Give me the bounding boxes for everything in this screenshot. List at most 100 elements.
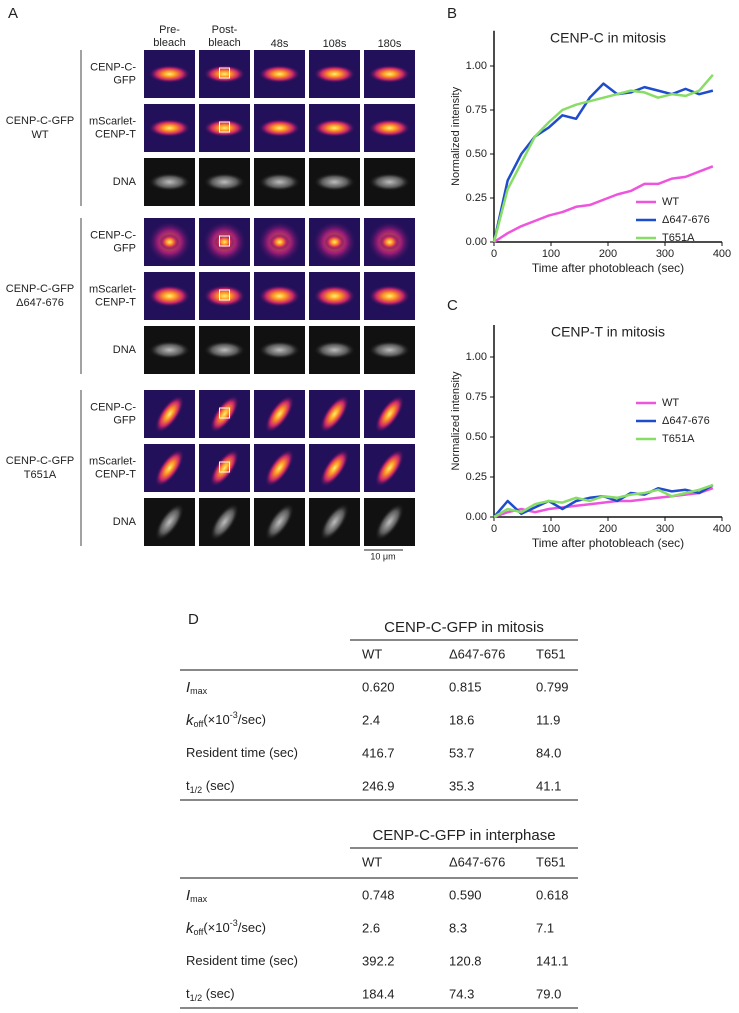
x-tick-label: 200 (599, 248, 617, 260)
series-line (493, 483, 714, 519)
label-part: t (186, 986, 190, 1001)
row-label: GFP (113, 414, 136, 426)
y-tick-label: 0.00 (466, 511, 487, 523)
legend-label: Δ647-676 (662, 214, 710, 226)
column-header: 48s (271, 38, 289, 50)
row-label: Resident time (sec) (186, 953, 298, 968)
signal (203, 173, 246, 191)
table-cell: 35.3 (449, 778, 474, 793)
row-label: CENP-T (95, 296, 136, 308)
y-axis-label: Normalized intensity (450, 86, 462, 186)
table-cell: 0.620 (362, 679, 395, 694)
signal (319, 449, 350, 487)
chart-title: CENP-T in mitosis (551, 324, 665, 340)
legend-label: WT (662, 397, 679, 409)
column-header: Post- (212, 24, 238, 36)
signal (313, 65, 356, 83)
column-header: T651 (536, 646, 566, 661)
row-label: mScarlet- (89, 283, 136, 295)
row-label: Resident time (sec) (186, 745, 298, 760)
y-tick-label: 0.25 (466, 471, 487, 483)
x-axis-label: Time after photobleach (sec) (532, 536, 684, 550)
label-part: Resident time (sec) (186, 745, 298, 760)
signal (203, 341, 246, 359)
signal (368, 119, 411, 137)
table-cell: 0.799 (536, 679, 569, 694)
series-line (492, 73, 714, 243)
label-part: max (190, 686, 208, 696)
signal (368, 285, 411, 307)
table-cell: 416.7 (362, 745, 395, 760)
group-label: CENP-C-GFP (6, 115, 74, 127)
y-tick-label: 1.00 (466, 351, 487, 363)
column-header: T651 (536, 854, 566, 869)
table-title: CENP-C-GFP in interphase (372, 827, 555, 844)
signal (154, 395, 185, 433)
signal (209, 395, 240, 433)
signal (374, 449, 405, 487)
row-label: GFP (113, 242, 136, 254)
group-label: T651A (24, 469, 57, 481)
row-label: t1/2 (sec) (186, 778, 235, 795)
signal (264, 503, 295, 541)
label-part: (sec) (202, 778, 235, 793)
panel-label: D (188, 611, 199, 628)
row-label: GFP (113, 74, 136, 86)
row-label: CENP-C- (90, 229, 136, 241)
row-label: t1/2 (sec) (186, 986, 235, 1003)
label-part: I (186, 887, 190, 904)
label-part: /sec) (238, 920, 266, 935)
signal (368, 65, 411, 83)
table-cell: 74.3 (449, 986, 474, 1001)
label-part: 1/2 (190, 785, 203, 795)
signal (264, 449, 295, 487)
label-part: /sec) (238, 712, 266, 727)
signal (319, 395, 350, 433)
column-header: WT (362, 854, 382, 869)
column-header: bleach (153, 37, 185, 49)
signal-core (269, 234, 290, 250)
signal (258, 285, 301, 307)
legend-label: T651A (662, 232, 695, 244)
table-cell: 246.9 (362, 778, 395, 793)
signal (209, 503, 240, 541)
label-part: (sec) (202, 986, 235, 1001)
row-label: DNA (113, 176, 137, 188)
x-tick-label: 200 (599, 523, 617, 535)
y-tick-label: 0.75 (466, 104, 487, 116)
row-label: CENP-T (95, 468, 136, 480)
table-cell: 2.6 (362, 920, 380, 935)
signal (154, 503, 185, 541)
label-part: (×10 (203, 712, 229, 727)
table-cell: 79.0 (536, 986, 561, 1001)
signal (258, 173, 301, 191)
signal-core (159, 234, 180, 250)
column-header: WT (362, 646, 382, 661)
label-part: (×10 (203, 920, 229, 935)
row-label: CENP-C- (90, 61, 136, 73)
label-part: k (186, 712, 195, 729)
label-part: 1/2 (190, 993, 203, 1003)
label-part: -3 (230, 710, 238, 720)
table-cell: 0.748 (362, 887, 395, 902)
signal (368, 173, 411, 191)
chart-title: CENP-C in mitosis (550, 30, 666, 46)
signal (313, 173, 356, 191)
table-cell: 84.0 (536, 745, 561, 760)
signal (148, 285, 191, 307)
x-tick-label: 100 (542, 248, 560, 260)
x-tick-label: 300 (656, 523, 674, 535)
row-label: CENP-C- (90, 401, 136, 413)
signal (313, 285, 356, 307)
signal (148, 341, 191, 359)
row-label: mScarlet- (89, 115, 136, 127)
bleach-roi (219, 121, 230, 133)
table-cell: 0.815 (449, 679, 482, 694)
signal (313, 119, 356, 137)
signal-core (379, 234, 400, 250)
series-line (493, 165, 714, 244)
row-label: Imax (186, 887, 208, 904)
row-label: DNA (113, 516, 137, 528)
signal (368, 341, 411, 359)
table-cell: 141.1 (536, 953, 569, 968)
